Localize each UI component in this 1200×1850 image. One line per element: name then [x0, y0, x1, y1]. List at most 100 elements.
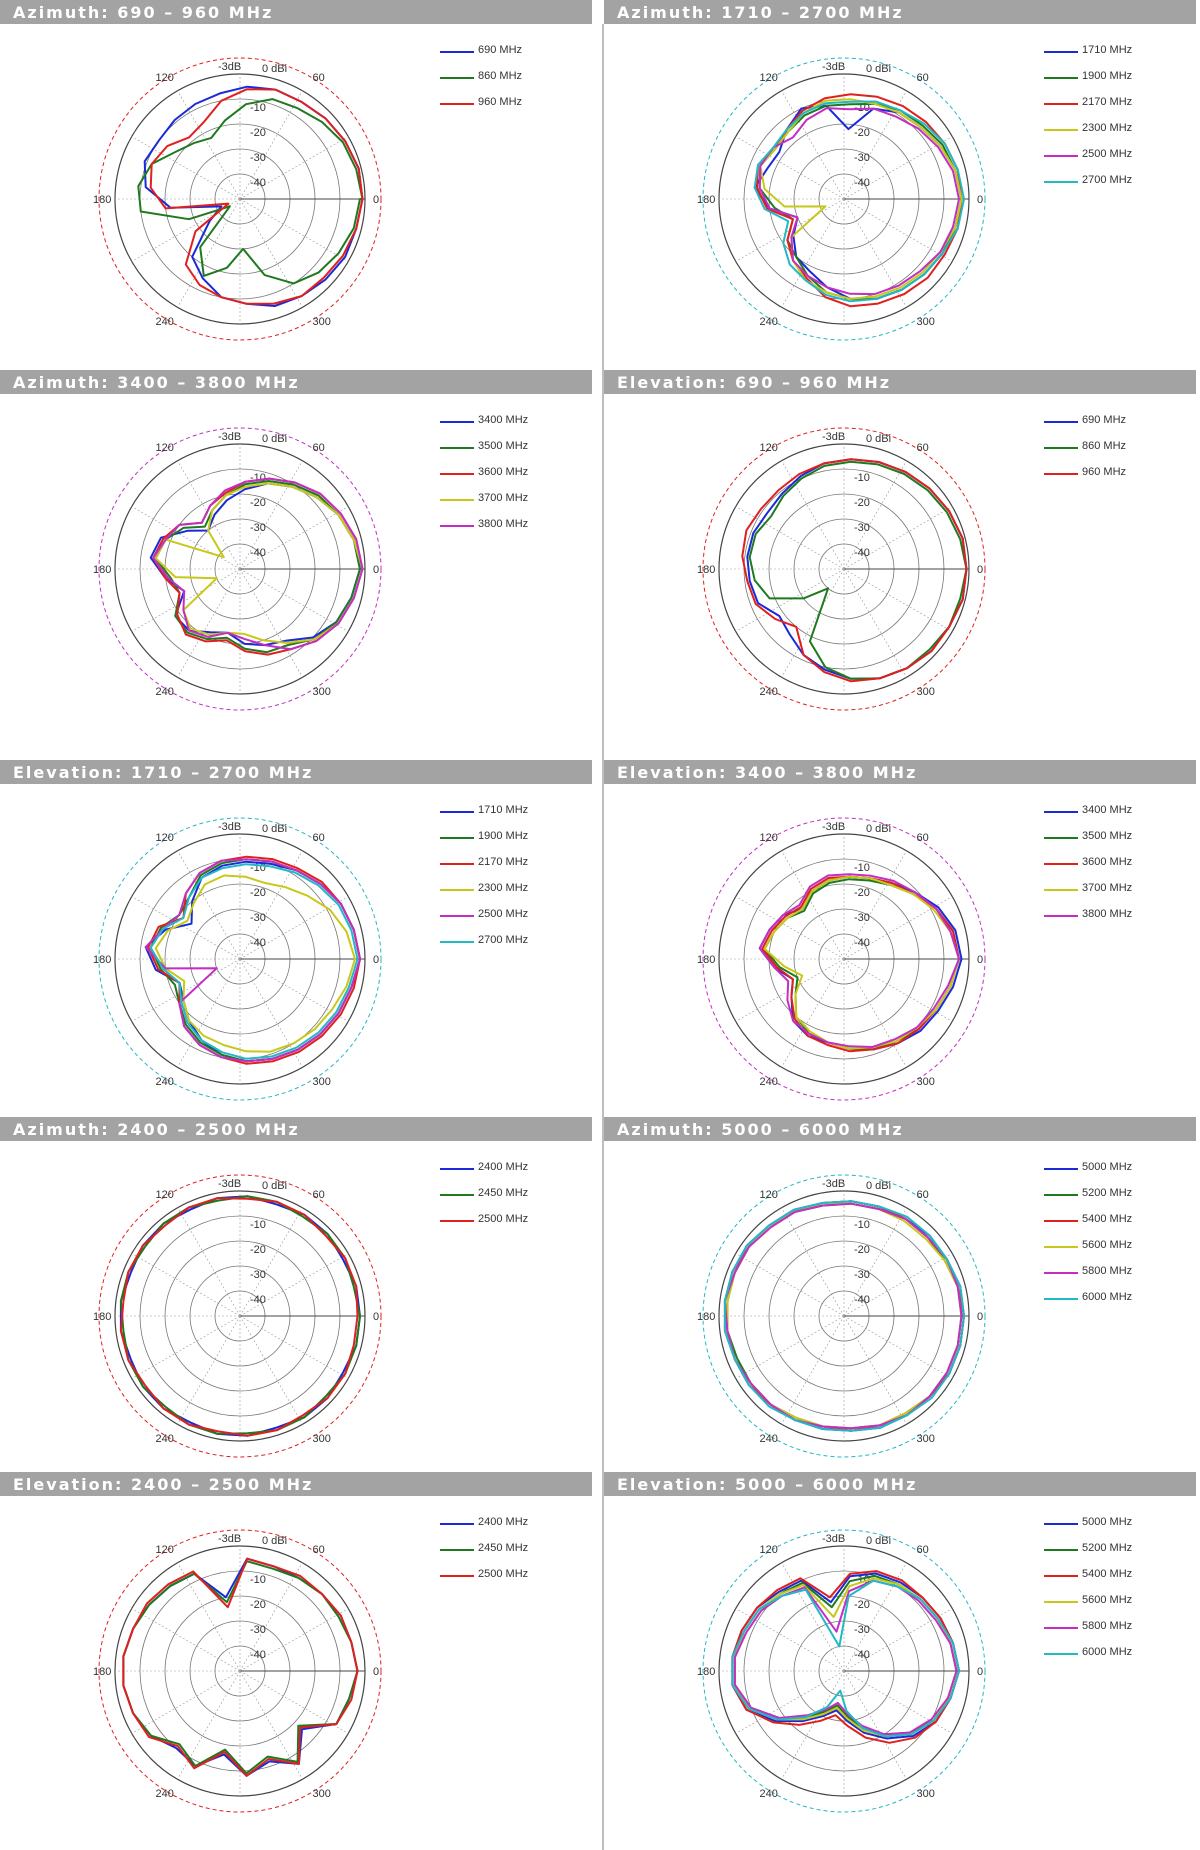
legend-swatch: [1044, 1272, 1078, 1274]
legend-item: 3500 MHz: [440, 436, 580, 462]
grid-spoke: [177, 90, 241, 200]
ring-label: 0 dBi: [866, 1180, 891, 1192]
legend-item: 5400 MHz: [1044, 1564, 1184, 1590]
legend-swatch: [1044, 51, 1078, 53]
angle-label: 300: [917, 316, 935, 328]
grid-spoke: [239, 1608, 349, 1672]
grid-spoke: [131, 958, 241, 1022]
angle-label: 60: [313, 72, 325, 84]
legend-label: 2700 MHz: [478, 934, 529, 946]
pattern-panel: Azimuth: 5000 – 6000 MHz 0 60 120 180 240 300 0…: [604, 1117, 1196, 1472]
legend-label: 2300 MHz: [478, 882, 529, 894]
grid-spoke: [781, 568, 845, 678]
legend-swatch: [440, 811, 474, 813]
angle-label: 180: [93, 954, 111, 966]
ring-label: -30: [250, 152, 266, 164]
legend-item: 2700 MHz: [440, 930, 580, 956]
legend-swatch: [1044, 447, 1078, 449]
grid-spoke: [239, 460, 303, 570]
angle-label: 60: [313, 1544, 325, 1556]
grid-spoke: [781, 90, 845, 200]
legend-swatch: [1044, 421, 1078, 423]
series-trace-2500-mhz: [758, 107, 960, 296]
legend-item: 1900 MHz: [440, 826, 580, 852]
minus3-ring: [702, 1174, 986, 1458]
legend-item: 860 MHz: [440, 66, 580, 92]
grid-spoke: [239, 958, 349, 1022]
ring-label: -40: [250, 177, 266, 189]
legend-swatch: [440, 473, 474, 475]
legend-label: 960 MHz: [478, 96, 523, 108]
minus3-label: -3dB: [822, 821, 845, 833]
series-trace-3800-mhz: [152, 477, 364, 651]
legend-item: 2300 MHz: [440, 878, 580, 904]
series-trace-3400-mhz: [758, 875, 963, 1051]
legend-label: 5200 MHz: [1082, 1542, 1133, 1554]
angle-label: 240: [156, 1788, 174, 1800]
angle-label: 180: [697, 194, 715, 206]
grid-spoke: [781, 850, 845, 960]
legend-item: 3700 MHz: [440, 488, 580, 514]
legend-item: 2400 MHz: [440, 1512, 580, 1538]
ring-label: 0 dBi: [262, 1535, 287, 1547]
legend-swatch: [1044, 181, 1078, 183]
angle-label: 60: [917, 1189, 929, 1201]
legend-label: 5400 MHz: [1082, 1213, 1133, 1225]
grid-spoke: [843, 198, 953, 262]
angle-label: 0: [373, 1311, 379, 1323]
grid-spoke: [843, 1253, 953, 1317]
series-trace-2300-mhz: [154, 874, 356, 1053]
legend-label: 2500 MHz: [1082, 148, 1133, 160]
legend-label: 2450 MHz: [478, 1542, 529, 1554]
minus3-ring: [702, 817, 986, 1101]
legend-label: 5000 MHz: [1082, 1516, 1133, 1528]
grid-spoke: [239, 90, 303, 200]
legend-item: 2450 MHz: [440, 1538, 580, 1564]
grid-spoke: [239, 896, 349, 960]
legend-swatch: [440, 421, 474, 423]
legend-swatch: [1044, 103, 1078, 105]
angle-label: 300: [917, 686, 935, 698]
legend-swatch: [440, 1194, 474, 1196]
angle-label: 300: [313, 316, 331, 328]
angle-label: 120: [156, 72, 174, 84]
legend: 3400 MHz 3500 MHz 3600 MHz 3700 MHz 3800 MHz: [1044, 800, 1184, 930]
legend-label: 2400 MHz: [478, 1516, 529, 1528]
legend-swatch: [1044, 473, 1078, 475]
grid-spoke: [735, 568, 845, 632]
series-trace-5600-mhz: [726, 1202, 963, 1430]
legend-swatch: [1044, 1298, 1078, 1300]
angle-label: 60: [313, 1189, 325, 1201]
grid-spoke: [131, 1253, 241, 1317]
grid-spoke: [843, 568, 907, 678]
legend-item: 2400 MHz: [440, 1157, 580, 1183]
angle-label: 300: [313, 1076, 331, 1088]
angle-label: 240: [156, 1076, 174, 1088]
legend-swatch: [1044, 1627, 1078, 1629]
grid-spoke: [735, 1315, 845, 1379]
grid-spoke: [735, 958, 845, 1022]
series-trace-3700-mhz: [763, 875, 960, 1050]
ring-label: -40: [854, 1294, 870, 1306]
ring-label: -40: [250, 937, 266, 949]
ring-label: -40: [854, 547, 870, 559]
legend-swatch: [1044, 811, 1078, 813]
minus3-label: -3dB: [218, 1178, 241, 1190]
ring-label: -40: [854, 937, 870, 949]
angle-label: 120: [156, 832, 174, 844]
legend-label: 860 MHz: [478, 70, 523, 82]
angle-label: 180: [697, 1666, 715, 1678]
ring-label: -30: [250, 522, 266, 534]
legend-swatch: [440, 837, 474, 839]
legend-swatch: [1044, 1653, 1078, 1655]
series-trace-2170-mhz: [147, 855, 361, 1065]
grid-spoke: [781, 1670, 845, 1780]
ring-label: 0 dBi: [262, 433, 287, 445]
legend-item: 5000 MHz: [1044, 1512, 1184, 1538]
legend-item: 2500 MHz: [440, 1564, 580, 1590]
grid-spoke: [843, 460, 907, 570]
legend-item: 2500 MHz: [440, 1209, 580, 1235]
angle-label: 240: [156, 686, 174, 698]
ring-label: 0 dBi: [866, 433, 891, 445]
